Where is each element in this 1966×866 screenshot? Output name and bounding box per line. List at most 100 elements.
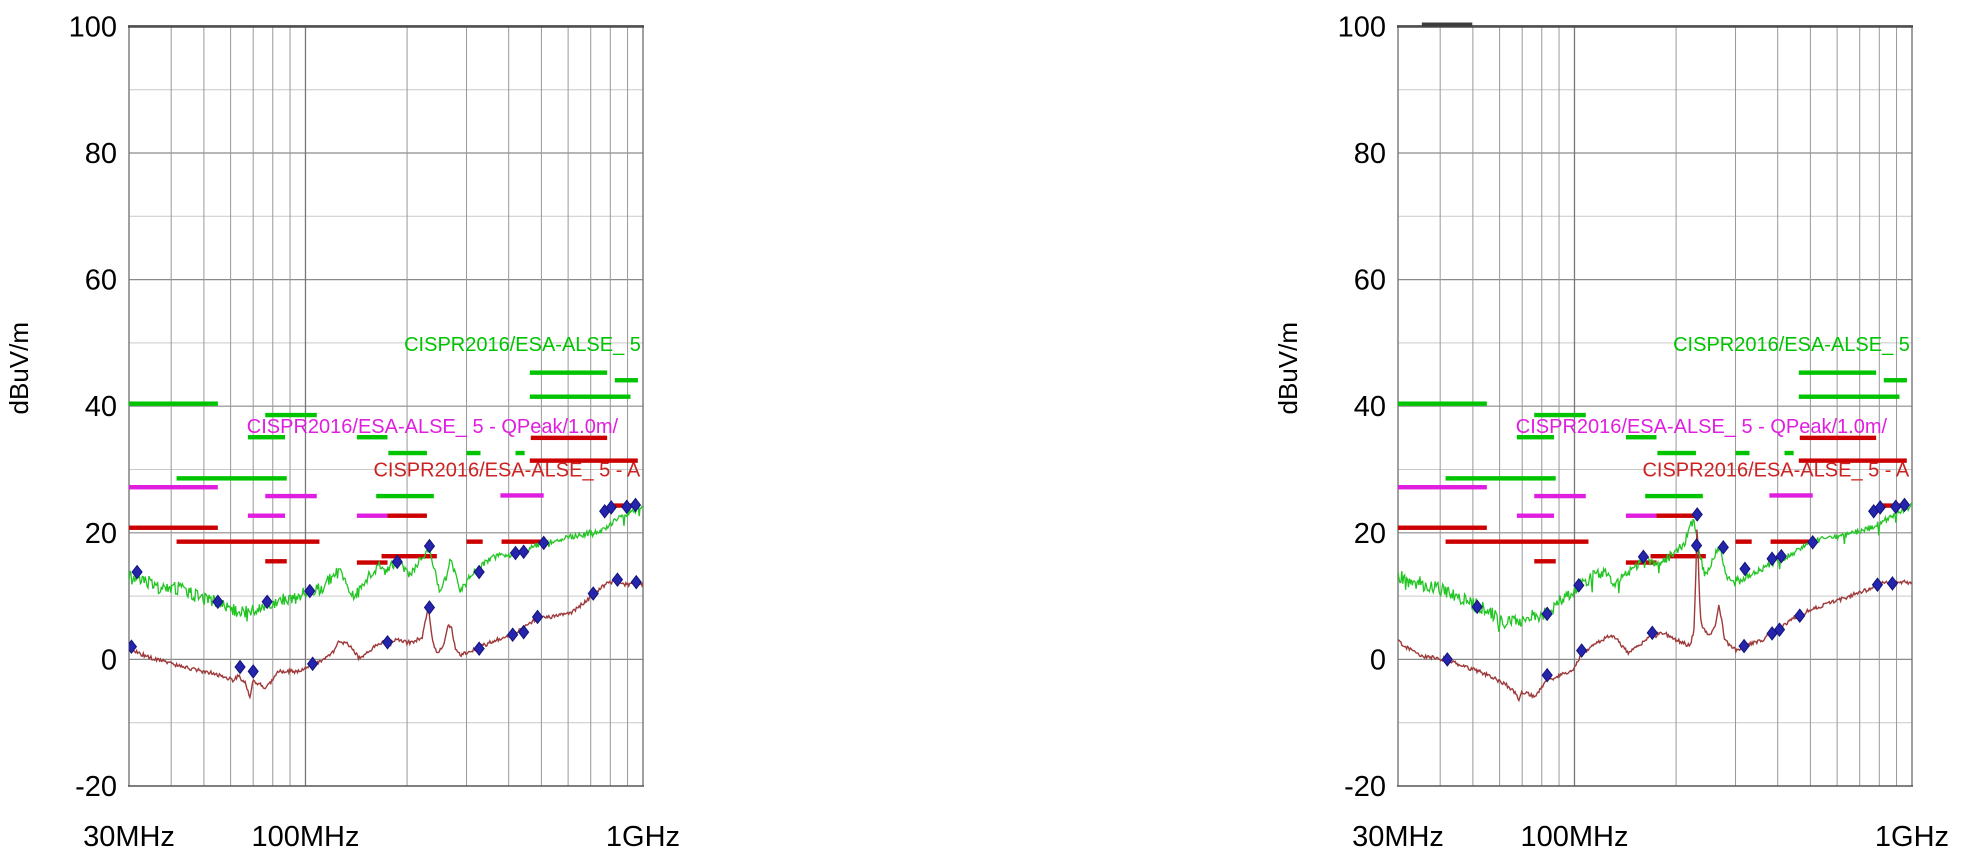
y-tick-label: 40 (85, 391, 117, 423)
limit-segment (466, 539, 483, 544)
limit-segment (356, 560, 388, 565)
x-axis-labels: 30MHz 100MHz 1GHz (1352, 821, 1949, 853)
peak-marker-diamond (212, 594, 224, 610)
limit-segment (376, 493, 434, 499)
peak-marker-diamond (1773, 622, 1786, 637)
y-tick-label: 60 (85, 265, 117, 297)
limit-segment (1657, 450, 1696, 456)
y-tick-label: 20 (85, 518, 117, 550)
peak-marker-diamond (129, 639, 138, 655)
y-tick-label: 80 (85, 138, 117, 170)
peak-marker-diamond (507, 627, 519, 643)
limit-segment (1799, 435, 1877, 441)
x-tick-label: 30MHz (1352, 821, 1444, 853)
limit-labels: CISPR2016/ESA-ALSE_ 5 CISPR2016/ESA-ALSE_… (1516, 334, 1910, 481)
limit-segment (466, 450, 481, 456)
peak-marker-diamond (587, 586, 599, 601)
limit-segment (247, 513, 286, 518)
peak-marker-diamond (1890, 499, 1902, 515)
x-tick-label: 30MHz (83, 821, 175, 853)
y-axis-labels: 100 80 60 40 20 0 -20 (1338, 11, 1386, 803)
peak-marker-diamond (1575, 643, 1588, 658)
limit-labels: CISPR2016/ESA-ALSE_ 5 CISPR2016/ESA-ALSE_… (247, 334, 641, 481)
limit-segment (1769, 493, 1813, 498)
peak-marker-diamond (307, 656, 319, 672)
limit-segment (1398, 525, 1487, 530)
peak-marker-diamond (1871, 577, 1884, 593)
limit-segment (1625, 560, 1657, 565)
peak-marker-diamond (538, 535, 550, 551)
y-tick-label: 60 (1354, 265, 1386, 297)
y-tick-label: 20 (1354, 518, 1386, 550)
limit-segment (529, 458, 638, 463)
limit-segment (614, 378, 638, 383)
limit-segment (1445, 476, 1556, 481)
limit-segment (265, 412, 317, 418)
peak-marker-diamond (1738, 638, 1750, 654)
y-tick-label: 100 (1338, 11, 1386, 43)
peak-marker-diamond (1898, 497, 1911, 513)
limit-segment (529, 394, 631, 399)
grid (1397, 25, 1913, 787)
peak-markers (129, 497, 642, 679)
limit-label: CISPR2016/ESA-ALSE_ 5 (404, 334, 641, 356)
trace-red (1398, 529, 1912, 703)
peak-marker-diamond (1874, 500, 1886, 515)
limit-segment (515, 450, 525, 456)
peak-marker-diamond (423, 538, 436, 554)
limit-segment (1534, 559, 1556, 564)
limit-segments (1398, 370, 1907, 565)
peak-marker-diamond (1739, 561, 1751, 577)
y-tick-label: 100 (69, 11, 117, 43)
limit-label: CISPR2016/ESA-ALSE_ 5 - A (373, 459, 640, 481)
limit-segments (129, 370, 638, 565)
limit-segment (1516, 513, 1555, 518)
emission-traces (129, 503, 643, 700)
peak-marker-diamond (1807, 534, 1819, 550)
limit-segment (129, 485, 218, 490)
peak-marker-diamond (247, 664, 259, 679)
limit-segment (356, 513, 388, 518)
limit-segment (1883, 378, 1907, 383)
y-tick-label: -20 (1344, 771, 1386, 803)
limit-label: CISPR2016/ESA-ALSE_ 5 - QPeak/1.0m/ (247, 416, 619, 438)
peak-marker-diamond (391, 554, 403, 570)
limit-segment (387, 513, 427, 518)
limit-segment (1784, 450, 1794, 456)
limit-segment (1770, 539, 1813, 544)
limit-segment (1650, 554, 1706, 559)
limit-segment (247, 435, 286, 440)
limit-segment (1534, 412, 1586, 418)
limit-segment (388, 450, 427, 456)
peak-marker-diamond (1775, 548, 1787, 564)
chart-left: CISPR2016/ESA-ALSE_ 5 CISPR2016/ESA-ALSE_… (4, 11, 680, 853)
limit-segment (501, 539, 544, 544)
peak-marker-diamond (234, 659, 246, 675)
y-axis-unit-label: dBuV/m (1273, 322, 1303, 415)
limit-segment (265, 493, 317, 499)
limit-label: CISPR2016/ESA-ALSE_ 5 - A (1642, 459, 1909, 481)
peak-marker-diamond (1471, 599, 1483, 615)
peak-marker-diamond (1441, 652, 1453, 667)
peak-markers (1441, 497, 1911, 683)
x-tick-label: 1GHz (1875, 821, 1949, 853)
peak-marker-diamond (1691, 507, 1703, 522)
peak-marker-diamond (1646, 625, 1658, 641)
peak-marker-diamond (1573, 578, 1585, 593)
limit-segment (1656, 513, 1696, 518)
limit-label: CISPR2016/ESA-ALSE_ 5 - QPeak/1.0m/ (1516, 416, 1888, 438)
peak-marker-diamond (611, 572, 624, 587)
emission-traces (1398, 502, 1912, 703)
peak-marker-diamond (531, 609, 544, 625)
peak-marker-diamond (518, 544, 530, 560)
peak-marker-diamond (1690, 538, 1703, 553)
limit-segment (129, 525, 218, 530)
x-axis-labels: 30MHz 100MHz 1GHz (83, 821, 680, 853)
limit-segment (1798, 370, 1877, 375)
limit-segment (1798, 458, 1907, 463)
limit-segment (381, 554, 437, 559)
x-tick-label: 100MHz (251, 821, 359, 853)
peak-marker-diamond (509, 545, 522, 561)
limit-segment (500, 493, 544, 498)
limit-segment (1625, 435, 1657, 440)
